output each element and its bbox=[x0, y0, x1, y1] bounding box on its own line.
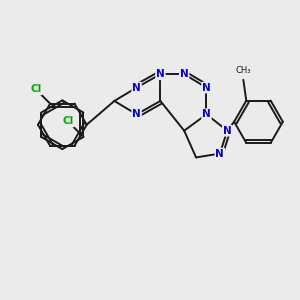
Text: N: N bbox=[132, 82, 141, 93]
Text: N: N bbox=[202, 109, 211, 119]
Text: N: N bbox=[180, 69, 189, 79]
Text: Cl: Cl bbox=[30, 84, 41, 94]
Text: CH₃: CH₃ bbox=[236, 66, 251, 75]
Text: N: N bbox=[223, 126, 232, 136]
Text: N: N bbox=[132, 109, 141, 119]
Text: Cl: Cl bbox=[62, 116, 74, 127]
Text: N: N bbox=[215, 148, 224, 159]
Text: N: N bbox=[156, 69, 165, 79]
Text: N: N bbox=[202, 82, 211, 93]
